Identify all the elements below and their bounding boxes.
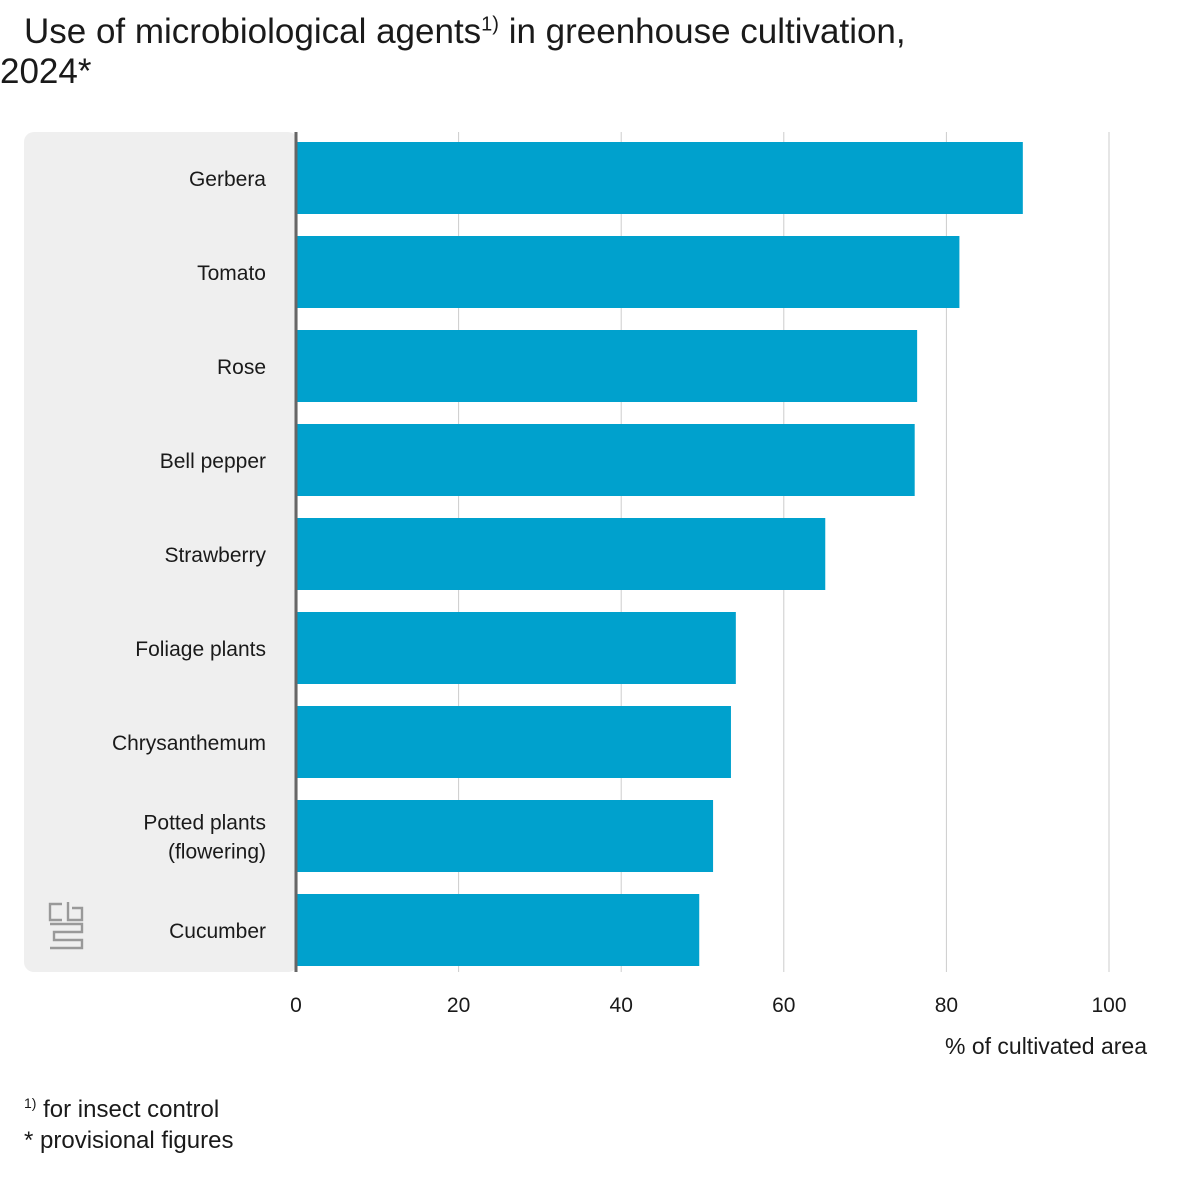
x-tick-label: 100 xyxy=(1091,994,1126,1017)
title-text: Use of microbiological agents xyxy=(24,12,482,51)
category-label: Potted plants xyxy=(143,812,266,835)
bar xyxy=(296,612,736,684)
category-label: (flowering) xyxy=(168,841,266,864)
category-label: Rose xyxy=(217,356,266,379)
x-tick-label: 40 xyxy=(610,994,633,1017)
bar xyxy=(296,894,700,966)
title-text-continued: in greenhouse cultivation, xyxy=(498,12,906,51)
chart-title-line1: Use of microbiological agents1) in green… xyxy=(0,12,1000,52)
bar xyxy=(296,142,1023,214)
category-label: Chrysanthemum xyxy=(112,732,266,755)
x-tick-label: 80 xyxy=(935,994,958,1017)
x-tick-label: 20 xyxy=(447,994,470,1017)
x-tick-label: 0 xyxy=(290,994,302,1017)
chart-title: Use of microbiological agents1) in green… xyxy=(0,12,1000,92)
footnotes: 1) for insect control * provisional figu… xyxy=(24,1094,233,1156)
category-label: Cucumber xyxy=(169,920,266,943)
bar xyxy=(296,330,918,402)
category-label: Foliage plants xyxy=(135,638,266,661)
category-label: Strawberry xyxy=(164,544,266,567)
bar-chart: Gerbera Tomato Rose Bell pepper Strawberry Fo… xyxy=(24,132,1147,1059)
title-footnote-marker: 1) xyxy=(481,13,499,36)
bar xyxy=(296,800,714,872)
bar xyxy=(296,424,915,496)
bar xyxy=(296,706,731,778)
category-label: Bell pepper xyxy=(160,450,266,473)
bar xyxy=(296,518,826,590)
footnote-1-marker: 1) xyxy=(24,1095,37,1111)
category-label: Gerbera xyxy=(189,168,266,191)
category-panel xyxy=(24,132,298,972)
footnote-2: * provisional figures xyxy=(24,1127,234,1154)
footnote-1: 1) for insect control xyxy=(24,1094,233,1125)
cbs-logo-icon xyxy=(46,900,86,957)
bar xyxy=(296,236,960,308)
category-label: Tomato xyxy=(197,262,266,285)
x-tick-label: 60 xyxy=(772,994,795,1017)
chart-title-line2: 2024* xyxy=(0,52,92,91)
footnote-1-text: for insect control xyxy=(36,1096,220,1123)
x-axis-label: % of cultivated area xyxy=(945,1033,1147,1059)
